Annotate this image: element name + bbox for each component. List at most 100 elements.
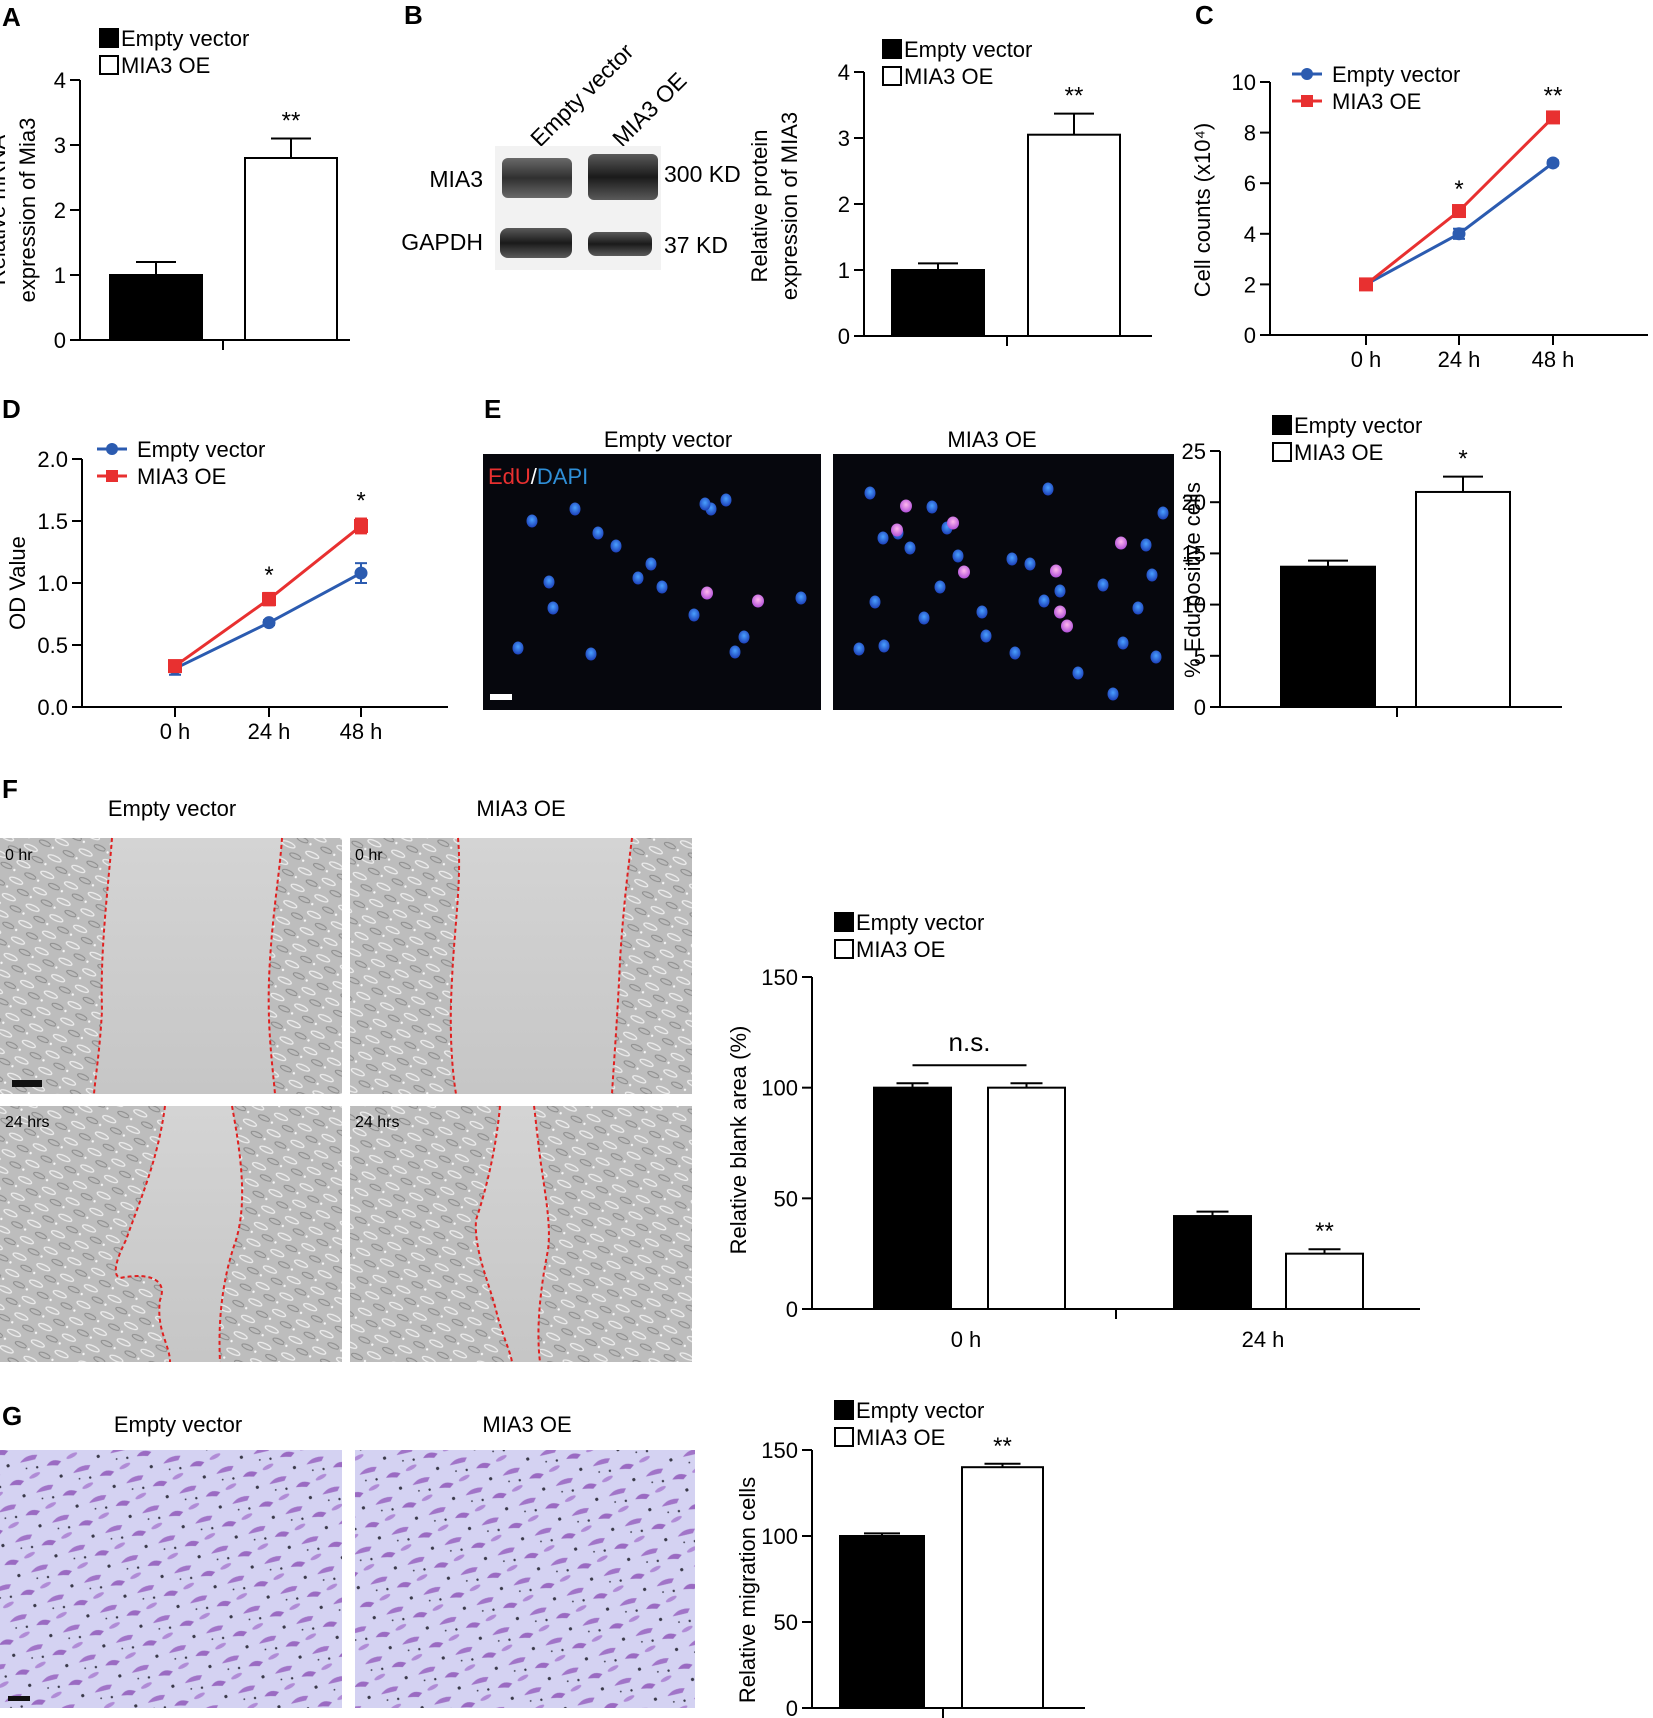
data-point-mia3-oe <box>1359 277 1373 292</box>
data-point-mia3-oe <box>1452 204 1466 219</box>
legend-marker-mia3-oe <box>1301 95 1313 107</box>
legend-label-mia3-oe: MIA3 OE <box>856 1425 945 1450</box>
dapi-nucleus <box>1042 482 1054 496</box>
wound-image-empty-vector-0hr: 0 hr <box>0 837 342 1095</box>
dapi-nucleus <box>1140 538 1152 552</box>
y-tick-label: 50 <box>774 1186 798 1211</box>
wound-image-mia3-oe-24hrs: 24 hrs <box>350 1105 692 1363</box>
y-axis-label: % Edu positive cells <box>1180 482 1205 678</box>
dapi-nucleus <box>1006 552 1018 566</box>
edu-column-label-empty-vector: Empty vector <box>604 427 732 452</box>
transwell-micrographs: Empty vector MIA3 OE <box>0 1412 695 1708</box>
y-tick-label: 4 <box>54 68 66 93</box>
dapi-nucleus <box>592 526 604 540</box>
y-tick-label: 100 <box>761 1524 798 1549</box>
blot-band-gapdh-mia3-oe <box>588 232 652 256</box>
blot-lane-label-mia3-oe: MIA3 OE <box>607 67 691 151</box>
significance-label: ** <box>993 1433 1012 1460</box>
y-tick-label: 2.0 <box>37 447 68 472</box>
legend-swatch-empty-vector <box>834 1400 854 1420</box>
panel-letter-e: E <box>484 394 501 424</box>
dapi-nucleus <box>1107 687 1119 701</box>
y-tick-label: 50 <box>774 1610 798 1635</box>
y-axis-label: Relative protein expression of MIA3 <box>747 112 802 300</box>
blot-band-gapdh-empty-vector <box>500 228 572 258</box>
x-tick-label: 48 h <box>340 719 383 744</box>
dapi-nucleus <box>632 571 644 585</box>
y-axis-label-line: Relative blank area (%) <box>726 1026 751 1255</box>
wound-edge-line <box>474 1105 513 1363</box>
y-tick-label: 5 <box>1194 644 1206 669</box>
timepoint-label-24hrs: 24 hrs <box>355 1114 399 1131</box>
chart-d-od-value: 0.0 0.5 1.0 1.5 2.0 OD Value Empty vectorMIA3 … <box>5 437 448 744</box>
y-axis-label-line: expression of Mia3 <box>15 118 40 303</box>
dapi-label: DAPI <box>537 464 588 489</box>
chart-a-mia3-mrna: 0 1 2 3 4 Relative mRNA expression of Mia3 Empt… <box>0 26 350 353</box>
panel-letter-c: C <box>1195 0 1214 30</box>
timepoint-label-0hr: 0 hr <box>355 847 383 864</box>
edu-image-mia3-oe <box>833 454 1174 710</box>
dapi-nucleus <box>869 595 881 609</box>
legend-label-empty-vector: Empty vector <box>121 26 249 51</box>
wound-column-label-mia3-oe: MIA3 OE <box>476 796 565 821</box>
blot-band-mia3-oe <box>588 154 658 200</box>
y-axis-label-line: Cell counts (x10⁴) <box>1190 123 1215 298</box>
legend-label-mia3-oe: MIA3 OE <box>137 464 226 489</box>
y-tick-label: 0 <box>54 328 66 353</box>
y-tick-label: 6 <box>1244 171 1256 196</box>
y-axis-label: Cell counts (x10⁴) <box>1190 123 1215 298</box>
data-point-empty-vector <box>262 616 276 630</box>
dapi-nucleus <box>688 608 700 622</box>
wound-edge-line <box>449 837 461 1095</box>
edu-dapi-separator: / <box>531 464 538 489</box>
chart-c-cell-counts: 0 2 4 6 8 10 Cell counts (x10⁴) Empty vectorMIA… <box>1190 62 1648 372</box>
edu-positive-nucleus <box>1050 564 1062 578</box>
bar-empty-vector <box>109 274 203 341</box>
x-tick-label: 0 h <box>1351 347 1382 372</box>
y-tick-label: 150 <box>761 965 798 990</box>
edu-nuclei <box>512 482 1169 701</box>
bar-empty-vector <box>1173 1215 1252 1311</box>
dapi-nucleus <box>1054 584 1066 598</box>
dapi-nucleus <box>795 591 807 605</box>
legend-swatch-mia3-oe <box>834 939 854 959</box>
y-tick-label: 3 <box>838 126 850 151</box>
legend-swatch-empty-vector <box>834 912 854 932</box>
dapi-nucleus <box>877 531 889 545</box>
legend-swatch-mia3-oe <box>882 66 902 86</box>
y-tick-label: 0 <box>1194 695 1206 720</box>
legend-label-empty-vector: Empty vector <box>1332 62 1460 87</box>
panel-letter-g: G <box>2 1401 22 1431</box>
edu-column-label-mia3-oe: MIA3 OE <box>947 427 1036 452</box>
data-point-empty-vector <box>354 566 368 580</box>
y-tick-label: 3 <box>54 133 66 158</box>
y-axis-label-line: % Edu positive cells <box>1180 482 1205 678</box>
dapi-nucleus <box>918 611 930 625</box>
dapi-nucleus <box>952 549 964 563</box>
wound-column-label-empty-vector: Empty vector <box>108 796 236 821</box>
dapi-nucleus <box>1132 601 1144 615</box>
y-tick-label: 10 <box>1232 70 1256 95</box>
blot-size-mia3: 300 KD <box>664 161 741 187</box>
significance-label: * <box>264 562 273 589</box>
dapi-nucleus <box>547 601 559 615</box>
y-tick-label: 25 <box>1182 439 1206 464</box>
dapi-nucleus <box>585 647 597 661</box>
dapi-nucleus <box>864 486 876 500</box>
dapi-nucleus <box>1157 506 1169 520</box>
y-tick-label: 8 <box>1244 121 1256 146</box>
x-tick-label: 0 h <box>160 719 191 744</box>
significance-label: ** <box>1544 83 1563 110</box>
edu-positive-nucleus <box>900 499 912 513</box>
edu-image-empty-vector <box>483 454 821 710</box>
dapi-nucleus <box>738 630 750 644</box>
legend-label-empty-vector: Empty vector <box>856 910 984 935</box>
legend-marker-empty-vector <box>106 443 118 455</box>
wound-edge-line <box>218 1105 244 1363</box>
y-tick-label: 2 <box>54 198 66 223</box>
legend-label-mia3-oe: MIA3 OE <box>1294 440 1383 465</box>
legend-swatch-mia3-oe <box>834 1427 854 1447</box>
y-tick-label: 150 <box>761 1438 798 1463</box>
significance-label: * <box>1454 176 1463 203</box>
bar-empty-vector <box>891 269 985 337</box>
